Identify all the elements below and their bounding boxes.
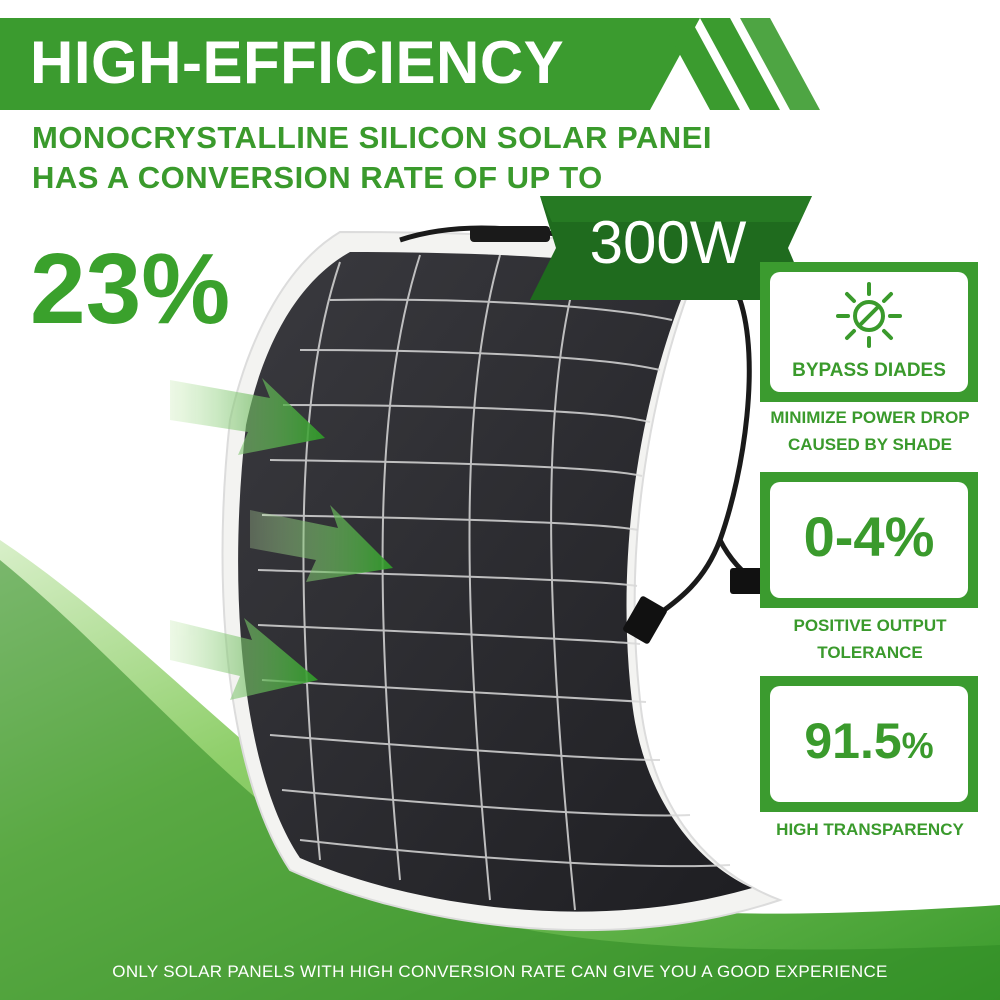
solar-panel	[221, 225, 783, 932]
feature-card-tolerance: 0-4%	[760, 472, 978, 608]
feature-card-bypass: BYPASS DIADES	[760, 262, 978, 402]
footer-tagline: ONLY SOLAR PANELS WITH HIGH CONVERSION R…	[112, 962, 888, 981]
feature-card-transparency: 91.5%	[760, 676, 978, 812]
bypass-caption: MINIMIZE POWER DROP CAUSED BY SHADE	[770, 408, 970, 454]
subtitle-line-1: MONOCRYSTALLINE SILICON SOLAR PANEI	[32, 120, 712, 155]
bypass-label: BYPASS DIADES	[792, 360, 946, 381]
title-banner	[0, 18, 700, 110]
power-badge: 300W	[589, 209, 747, 276]
efficiency-value: 23%	[30, 233, 231, 345]
transparency-value: 91.5%	[804, 713, 934, 769]
arrow-icon	[170, 378, 393, 700]
sun-icon	[836, 282, 902, 348]
tolerance-value: 0-4%	[803, 505, 935, 568]
subtitle-line-2: HAS A CONVERSION RATE OF UP TO	[32, 160, 603, 195]
tolerance-caption: POSITIVE OUTPUT TOLERANCE	[793, 616, 947, 662]
page-title: HIGH-EFFICIENCY	[30, 29, 565, 96]
transparency-caption: HIGH TRANSPARENCY	[776, 820, 964, 839]
